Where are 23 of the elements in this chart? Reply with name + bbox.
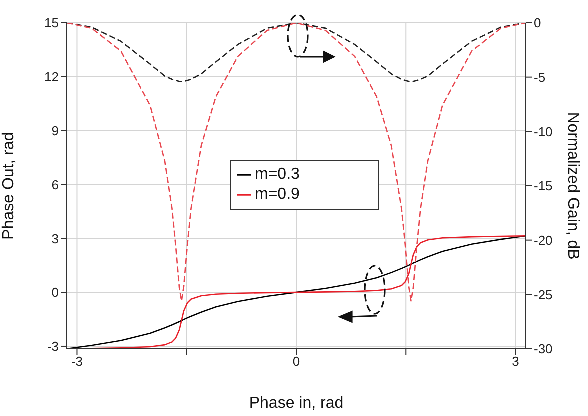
y-tick-label: 12 [44,70,59,85]
legend-label: m=0.9 [255,186,300,203]
y2-tick-label: -5 [534,70,546,85]
x-tick-label: -3 [71,354,84,370]
y-tick-label: 3 [52,231,59,246]
y-tick-label: 9 [52,123,59,138]
x-tick-label: 3 [512,354,520,370]
y2-tick-label: 0 [534,16,542,31]
y2-tick-label: -15 [534,178,553,194]
y2-tick-label: -30 [534,342,553,357]
y-tick-label: 15 [44,16,59,31]
x-axis-title: Phase in, rad [249,395,344,412]
y-tick-label: -3 [47,339,59,354]
y2-axis-title: Normalized Gain, dB [564,112,582,260]
x-tick-label: 0 [292,354,300,370]
legend-label: m=0.3 [255,166,300,183]
line-series [67,23,526,302]
y-axis-title: Phase Out, rad [0,132,18,240]
y-tick-label: 6 [52,177,59,192]
y2-tick-label: -10 [534,124,553,140]
y2-tick-label: -20 [534,232,553,248]
y2-tick-label: -25 [534,287,553,302]
y-tick-label: 0 [52,285,59,300]
